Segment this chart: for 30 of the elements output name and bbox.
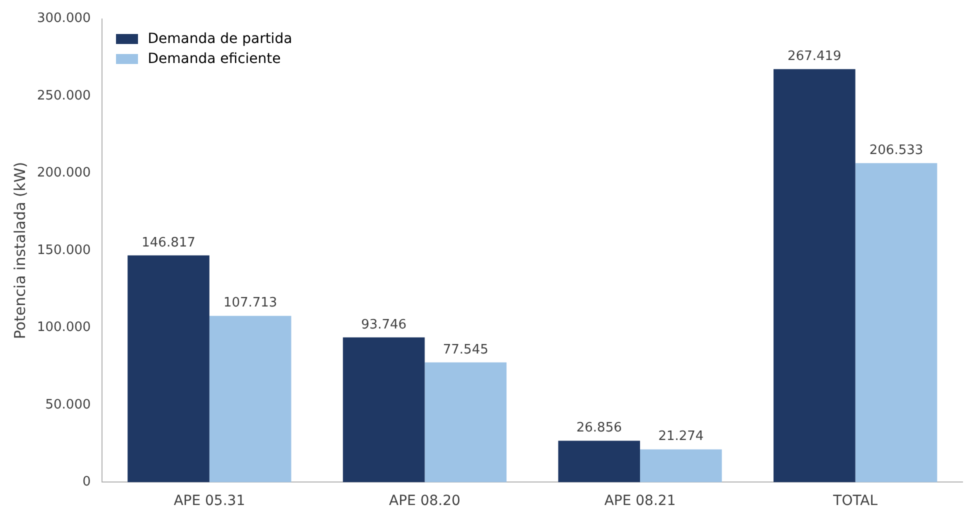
bar (855, 163, 938, 482)
bar (424, 362, 507, 482)
data-label: 267.419 (788, 49, 842, 64)
x-tick-label: APE 05.31 (174, 493, 246, 510)
y-tick-label: 50.000 (45, 397, 91, 412)
y-tick-label: 0 (82, 474, 91, 490)
data-label: 77.545 (442, 342, 488, 358)
y-axis-title: Potencia instalada (kW) (10, 162, 29, 340)
bar (342, 337, 425, 482)
x-tick-label: APE 08.20 (389, 493, 460, 510)
data-label: 107.713 (223, 296, 278, 311)
bar (640, 449, 722, 482)
bar (128, 255, 210, 482)
bar (558, 440, 640, 482)
data-label: 21.274 (658, 429, 704, 444)
y-tick-label: 300.000 (36, 11, 91, 26)
bar (774, 69, 856, 482)
y-tick-label: 100.000 (36, 320, 91, 336)
legend-label: Demanda de partida (148, 30, 292, 47)
y-tick-label: 200.000 (36, 166, 91, 181)
data-label: 26.856 (576, 420, 622, 436)
y-tick-label: 150.000 (36, 242, 91, 258)
data-label: 146.817 (142, 235, 196, 250)
x-tick-label: TOTAL (832, 493, 878, 510)
x-tick-label: APE 08.21 (604, 493, 676, 510)
y-tick-label: 250.000 (36, 88, 91, 104)
legend-label: Demanda eficiente (148, 50, 281, 67)
data-label: 206.533 (869, 143, 924, 158)
bar (209, 316, 292, 482)
data-label: 93.746 (361, 317, 407, 332)
